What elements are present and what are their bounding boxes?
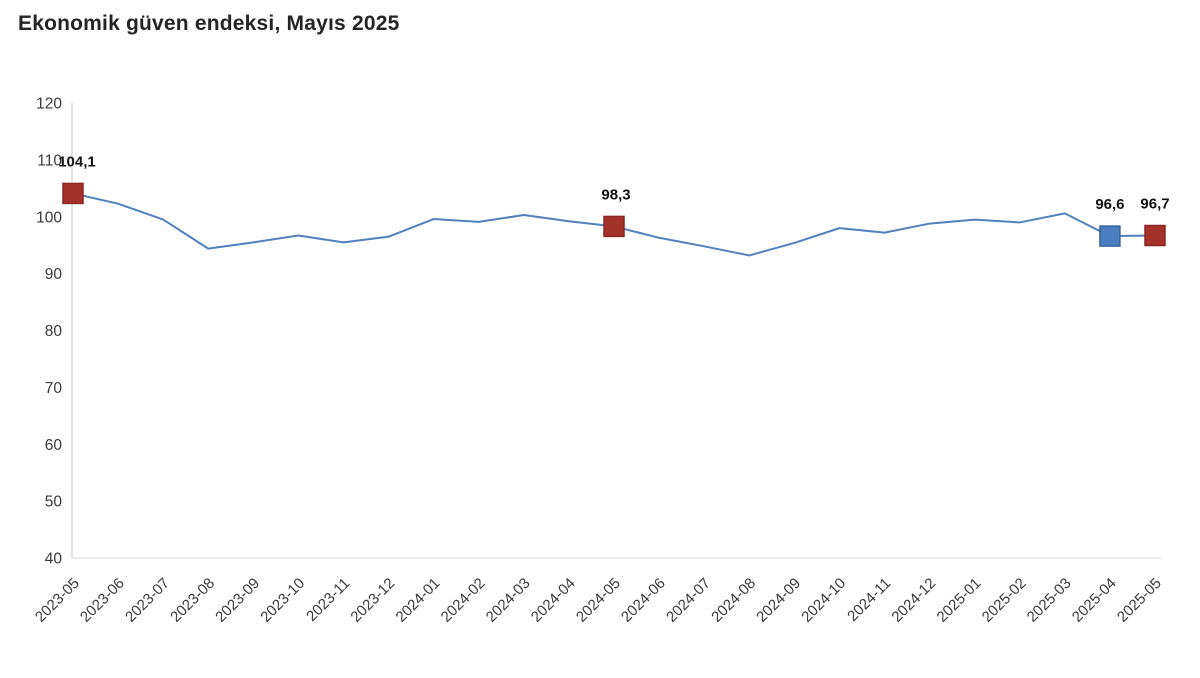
x-tick-label: 2024-07 [663, 575, 714, 626]
y-tick-label: 60 [45, 437, 63, 454]
x-tick-label: 2024-10 [798, 575, 849, 626]
x-tick-label: 2023-09 [212, 575, 263, 626]
chart-title: Ekonomik güven endeksi, Mayıs 2025 [18, 12, 400, 35]
x-tick-label: 2025-02 [979, 575, 1030, 626]
x-tick-label: 2024-05 [573, 575, 624, 626]
x-tick-label: 2024-02 [438, 575, 489, 626]
x-tick-label: 2023-12 [347, 575, 398, 626]
x-tick-label: 2023-11 [303, 575, 353, 625]
x-tick-label: 2024-09 [753, 575, 804, 626]
x-tick-label: 2025-03 [1024, 575, 1075, 626]
x-tick-label: 2025-05 [1114, 575, 1165, 626]
x-tick-label: 2024-04 [528, 575, 579, 626]
y-tick-label: 70 [45, 380, 63, 397]
x-tick-label: 2023-08 [167, 575, 218, 626]
y-tick-label: 100 [36, 209, 62, 226]
x-tick-label: 2025-04 [1069, 575, 1120, 626]
data-point-marker [1099, 225, 1121, 247]
x-tick-label: 2023-07 [122, 575, 173, 626]
y-tick-label: 80 [45, 323, 63, 340]
x-tick-label: 2023-06 [77, 575, 128, 626]
x-tick-label: 2023-10 [257, 575, 308, 626]
data-point-label: 96,7 [1140, 196, 1169, 213]
y-tick-label: 50 [45, 494, 63, 511]
y-tick-label: 40 [45, 551, 63, 568]
x-tick-label: 2024-03 [483, 575, 534, 626]
x-tick-label: 2025-01 [934, 575, 985, 626]
data-point-marker [62, 182, 84, 205]
y-tick-label: 110 [37, 152, 62, 169]
data-point-marker [603, 215, 625, 238]
x-tick-label: 2024-12 [888, 575, 939, 626]
x-tick-label: 2024-06 [618, 575, 669, 626]
x-tick-label: 2024-11 [844, 575, 894, 625]
data-point-label: 96,6 [1095, 196, 1124, 213]
x-tick-label: 2024-01 [393, 575, 444, 626]
x-tick-label: 2023-05 [32, 575, 83, 626]
y-tick-label: 90 [45, 266, 63, 283]
x-tick-label: 2024-08 [708, 575, 759, 626]
data-point-label: 98,3 [601, 186, 630, 203]
y-tick-label: 120 [36, 96, 62, 113]
data-point-marker [1144, 224, 1166, 247]
data-point-label: 104,1 [58, 153, 96, 170]
